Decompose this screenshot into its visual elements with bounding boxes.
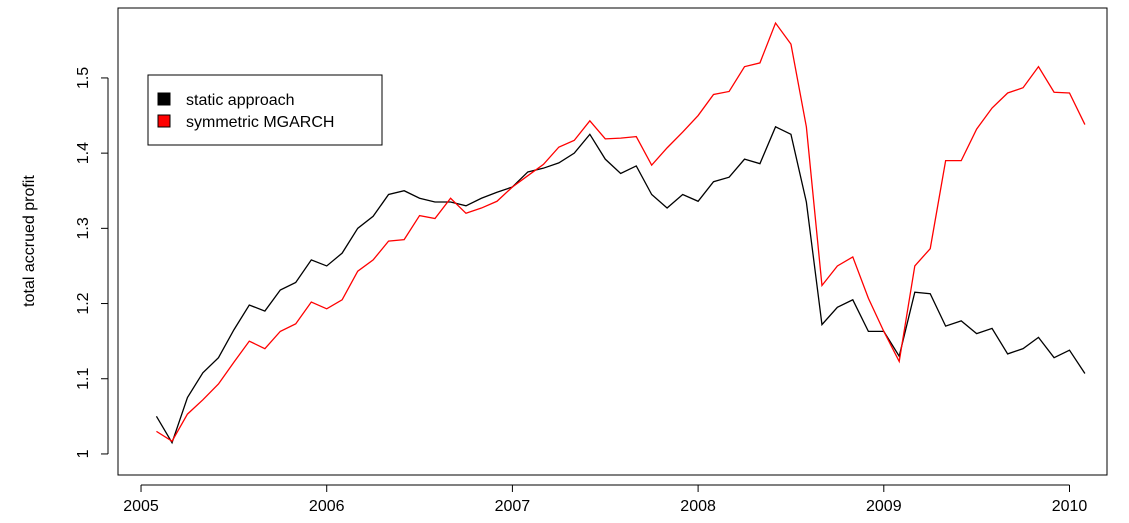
legend-swatch [157, 114, 171, 128]
x-tick-label: 2009 [866, 498, 902, 515]
legend-label: static approach [186, 92, 295, 109]
legend-swatch [157, 92, 171, 106]
x-tick-label: 2005 [123, 498, 159, 515]
y-tick-label: 1.2 [75, 292, 92, 314]
y-tick-label: 1.4 [75, 142, 92, 164]
x-tick-label: 2007 [495, 498, 531, 515]
y-tick-label: 1.3 [75, 217, 92, 239]
y-tick-label: 1.1 [75, 368, 92, 390]
x-tick-label: 2008 [680, 498, 716, 515]
data-line [155, 125, 1086, 445]
legend-label: symmetric MGARCH [186, 114, 334, 131]
y-tick-label: 1 [75, 449, 92, 458]
x-tick-label: 2006 [309, 498, 345, 515]
data-line [156, 21, 1086, 443]
legend-box [147, 74, 383, 146]
y-axis-label: total accrued profit [21, 175, 38, 307]
plot-box [117, 7, 1108, 476]
y-tick-label: 1.5 [75, 67, 92, 89]
x-tick-label: 2010 [1052, 498, 1088, 515]
